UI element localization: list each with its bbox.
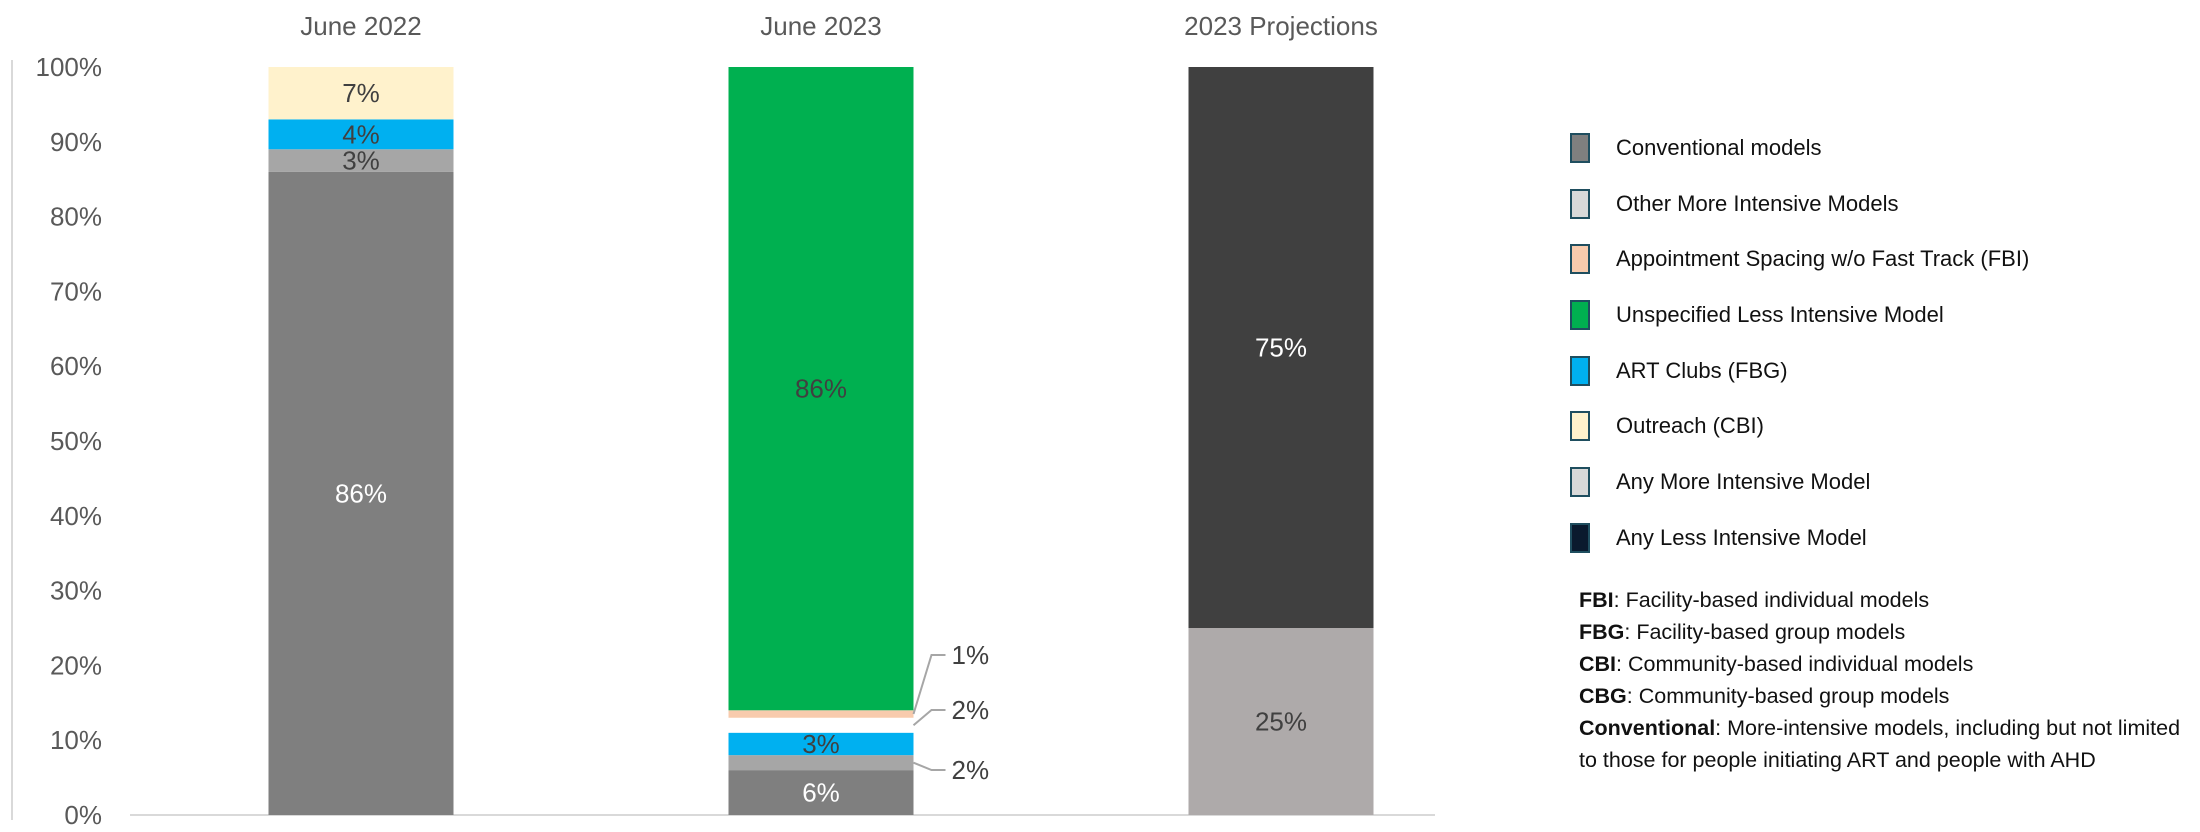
data-label: 3% (802, 729, 840, 759)
abbreviation-definition: : Community-based group models (1626, 684, 1950, 708)
legend-label: Any More Intensive Model (1616, 468, 1871, 494)
abbreviation-note: CBG: Community-based group models (1579, 680, 2194, 712)
y-tick-label: 60% (50, 351, 102, 381)
y-tick-label: 10% (50, 725, 102, 755)
legend-swatch (1570, 522, 1590, 553)
legend-label: Outreach (CBI) (1616, 413, 1764, 439)
abbreviation-note: FBI: Facility-based individual models (1579, 584, 2194, 616)
y-tick-label: 80% (50, 202, 102, 232)
legend-label: Appointment Spacing w/o Fast Track (FBI) (1616, 246, 2030, 272)
legend-swatch (1570, 132, 1590, 163)
bar-segment (268, 171, 454, 816)
y-tick-label: 90% (50, 127, 102, 157)
legend-item: Conventional models (1570, 120, 2190, 176)
data-label: 7% (342, 78, 380, 108)
y-tick-label: 40% (50, 501, 102, 531)
legend-label: ART Clubs (FBG) (1616, 357, 1788, 383)
data-label: 3% (342, 146, 380, 176)
data-label: 2% (952, 755, 990, 785)
abbreviation-term: CBG (1579, 684, 1627, 708)
data-label: 1% (952, 640, 990, 670)
abbreviation-term: CBI (1579, 652, 1617, 676)
abbreviation-note: Conventional: More-intensive models, inc… (1579, 712, 2194, 776)
category-label: June 2023 (760, 11, 881, 41)
bar-segment (728, 717, 914, 733)
bar-segment (268, 119, 454, 150)
abbreviation-definition: : Facility-based individual models (1613, 588, 1930, 612)
y-tick-label: 100% (36, 52, 103, 82)
callout-leader-line (912, 709, 946, 727)
legend-label: Unspecified Less Intensive Model (1616, 301, 1944, 327)
data-label: 6% (802, 778, 840, 808)
bar-segment (728, 770, 914, 815)
callout-leader-line (913, 761, 946, 771)
abbreviation-definition: : More-intensive models, including but n… (1579, 716, 2181, 772)
category-label: 2023 Projections (1184, 11, 1378, 41)
legend-swatch (1570, 244, 1590, 275)
legend-label: Any Less Intensive Model (1616, 524, 1867, 550)
abbreviation-notes: FBI: Facility-based individual models FBG… (1579, 584, 2194, 776)
legend-item: Any Less Intensive Model (1570, 510, 2190, 566)
abbreviation-definition: : Facility-based group models (1624, 620, 1906, 644)
bar-segment (728, 755, 914, 771)
legend-item: ART Clubs (FBG) (1570, 343, 2190, 399)
legend-label: Conventional models (1616, 134, 1822, 160)
data-label: 86% (795, 374, 847, 404)
bar-segment (268, 149, 454, 172)
y-tick-label: 0% (64, 800, 102, 830)
legend-swatch (1570, 355, 1590, 386)
data-label: 4% (342, 119, 380, 149)
legend-label: Other More Intensive Models (1616, 190, 1899, 216)
legend-item: Appointment Spacing w/o Fast Track (FBI) (1570, 231, 2190, 287)
legend-swatch (1570, 188, 1590, 219)
data-label: 2% (952, 695, 990, 725)
y-tick-label: 70% (50, 276, 102, 306)
y-tick-label: 50% (50, 426, 102, 456)
bar-segment (1188, 628, 1374, 815)
abbreviation-term: Conventional (1579, 716, 1716, 740)
abbreviation-term: FBG (1579, 620, 1625, 644)
bar-segment (728, 710, 914, 718)
legend-item: Unspecified Less Intensive Model (1570, 287, 2190, 343)
bar-segment (268, 67, 454, 120)
y-tick-label: 20% (50, 650, 102, 680)
legend-item: Outreach (CBI) (1570, 398, 2190, 454)
bar-segment (1188, 67, 1374, 628)
abbreviation-note: CBI: Community-based individual models (1579, 648, 2194, 680)
bar-segment (728, 732, 914, 756)
abbreviation-definition: : Community-based individual models (1616, 652, 1974, 676)
legend: Conventional models Other More Intensive … (1570, 120, 2190, 566)
callout-leader-line (912, 654, 946, 715)
legend-swatch (1570, 411, 1590, 442)
category-label: June 2022 (300, 11, 421, 41)
y-tick-label: 30% (50, 576, 102, 606)
abbreviation-term: FBI (1579, 588, 1614, 612)
data-label: 86% (335, 478, 387, 508)
bar-segment (728, 67, 914, 711)
legend-item: Other More Intensive Models (1570, 176, 2190, 232)
legend-swatch (1570, 299, 1590, 330)
abbreviation-note: FBG: Facility-based group models (1579, 616, 2194, 648)
data-label: 25% (1255, 707, 1307, 737)
legend-swatch (1570, 466, 1590, 497)
data-label: 75% (1255, 333, 1307, 363)
legend-item: Any More Intensive Model (1570, 454, 2190, 510)
